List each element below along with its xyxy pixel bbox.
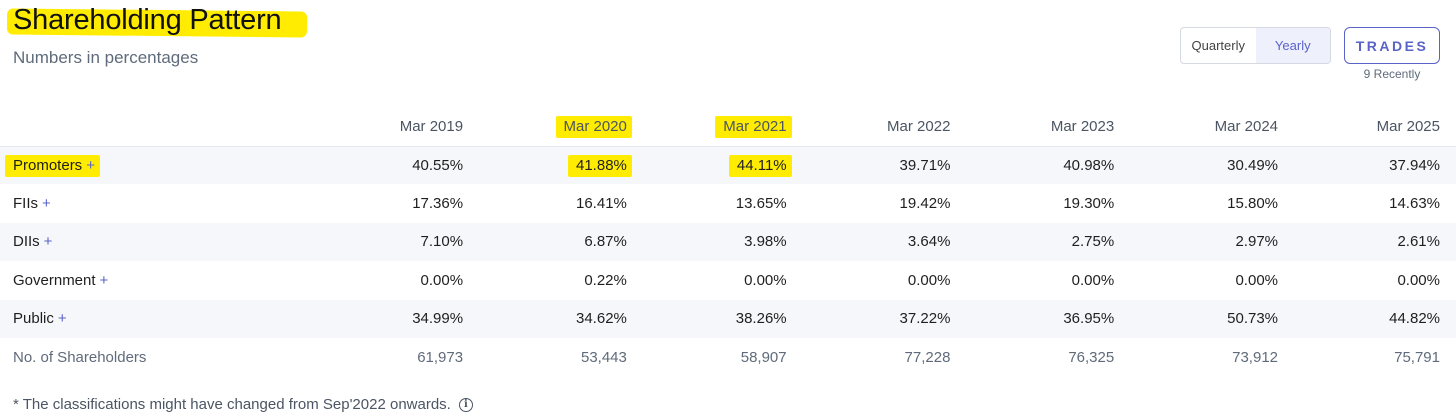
row-label: FIIs + — [13, 195, 51, 213]
row-label: DIIs + — [13, 233, 53, 251]
table-cell: 13.65% — [735, 195, 787, 213]
table-cell: 30.49% — [1114, 145, 1279, 185]
expand-government-button[interactable]: + — [99, 271, 109, 289]
row-label: Government + — [13, 271, 109, 289]
trades-button[interactable]: TRADES — [1344, 27, 1440, 64]
toggle-quarterly[interactable]: Quarterly — [1191, 38, 1245, 53]
table-row-government[interactable]: Government + 0.00% 0.22% 0.00% 0.00% 0.00… — [0, 261, 1456, 299]
table-cell: 44.11% — [626, 145, 792, 185]
table-cell: 15.80% — [1227, 195, 1279, 213]
table-cell: 2.97% — [1235, 233, 1279, 251]
toggle-yearly[interactable]: Yearly — [1255, 28, 1330, 63]
table-cell: 37.22% — [899, 310, 951, 328]
info-icon[interactable]: i — [458, 397, 473, 412]
table-cell: 39.71% — [786, 145, 951, 185]
table-cell: 2.75% — [1071, 233, 1115, 251]
table-cell: 16.41% — [576, 195, 627, 213]
expand-public-button[interactable]: + — [57, 310, 67, 328]
period-toggle: Quarterly Yearly — [1180, 27, 1331, 64]
table-row-promoters[interactable]: Promoters + 40.55% 41.88% 44.11% 39.71% 4… — [0, 145, 1456, 185]
column-header: Mar 2025 — [1376, 118, 1440, 136]
table-cell: 75,791 — [1394, 348, 1440, 366]
table-cell: 0.22% — [584, 271, 627, 289]
table-cell: 0.00% — [1071, 271, 1115, 289]
table-cell: 3.64% — [907, 233, 951, 251]
table-cell: 40.98% — [950, 145, 1115, 185]
row-label: No. of Shareholders — [13, 348, 147, 366]
column-header: Mar 2024 — [1214, 118, 1279, 136]
table-cell: 53,443 — [580, 348, 627, 366]
table-cell: 0.00% — [1397, 271, 1440, 289]
table-cell: 0.00% — [1235, 271, 1279, 289]
table-header-row: Mar 2019 Mar 2020 Mar 2021 Mar 2022 Mar … — [0, 108, 1456, 146]
table-cell: 58,907 — [740, 348, 787, 366]
table-cell: 2.61% — [1397, 233, 1440, 251]
table-cell: 0.00% — [907, 271, 951, 289]
expand-promoters-button[interactable]: + — [86, 156, 95, 174]
classification-footnote: * The classifications might have changed… — [13, 396, 473, 413]
table-row-diis[interactable]: DIIs + 7.10% 6.87% 3.98% 3.64% 2.75% 2.97… — [0, 222, 1456, 262]
row-label: Promoters + — [0, 145, 304, 185]
table-cell: 17.36% — [412, 195, 464, 213]
shareholding-table: Mar 2019 Mar 2020 Mar 2021 Mar 2022 Mar … — [0, 108, 1456, 376]
table-cell: 76,325 — [1068, 348, 1115, 366]
table-cell: 37.94% — [1278, 145, 1456, 185]
header-label-cell — [0, 108, 303, 146]
table-cell: 44.82% — [1389, 310, 1440, 328]
table-cell: 14.63% — [1389, 195, 1440, 213]
table-cell: 6.87% — [584, 233, 627, 251]
table-cell: 73,912 — [1232, 348, 1279, 366]
column-header: Mar 2022 — [887, 118, 951, 136]
page-title: Shareholding Pattern — [6, 2, 308, 41]
column-header: Mar 2021 — [715, 116, 793, 139]
page-subtitle: Numbers in percentages — [13, 48, 199, 67]
table-cell: 7.10% — [420, 233, 464, 251]
column-header: Mar 2020 — [555, 116, 633, 139]
table-cell: 50.73% — [1227, 310, 1279, 328]
expand-diis-button[interactable]: + — [43, 233, 53, 251]
table-cell: 40.55% — [303, 145, 464, 185]
expand-fiis-button[interactable]: + — [42, 195, 51, 213]
page-title-wrap: Shareholding Pattern — [6, 2, 308, 41]
table-cell: 19.30% — [1063, 195, 1115, 213]
footnote-text: * The classifications might have changed… — [13, 396, 451, 413]
table-cell: 0.00% — [420, 271, 464, 289]
table-cell: 0.00% — [744, 271, 787, 289]
row-label: Public + — [13, 310, 67, 328]
table-cell: 41.88% — [463, 145, 632, 185]
table-cell: 3.98% — [744, 233, 787, 251]
table-cell: 34.99% — [412, 310, 464, 328]
table-cell: 19.42% — [899, 195, 951, 213]
table-cell: 36.95% — [1063, 310, 1115, 328]
table-row-fiis[interactable]: FIIs + 17.36% 16.41% 13.65% 19.42% 19.30%… — [0, 184, 1456, 222]
table-cell: 61,973 — [417, 348, 464, 366]
column-header: Mar 2019 — [399, 118, 464, 136]
table-row-public[interactable]: Public + 34.99% 34.62% 38.26% 37.22% 36.9… — [0, 299, 1456, 338]
table-cell: 77,228 — [904, 348, 951, 366]
table-cell: 34.62% — [576, 310, 627, 328]
trades-recent-count: 9 Recently — [1363, 67, 1421, 81]
table-row-shareholders: No. of Shareholders 61,973 53,443 58,907… — [0, 338, 1456, 376]
column-header: Mar 2023 — [1050, 118, 1115, 136]
table-cell: 38.26% — [735, 310, 787, 328]
